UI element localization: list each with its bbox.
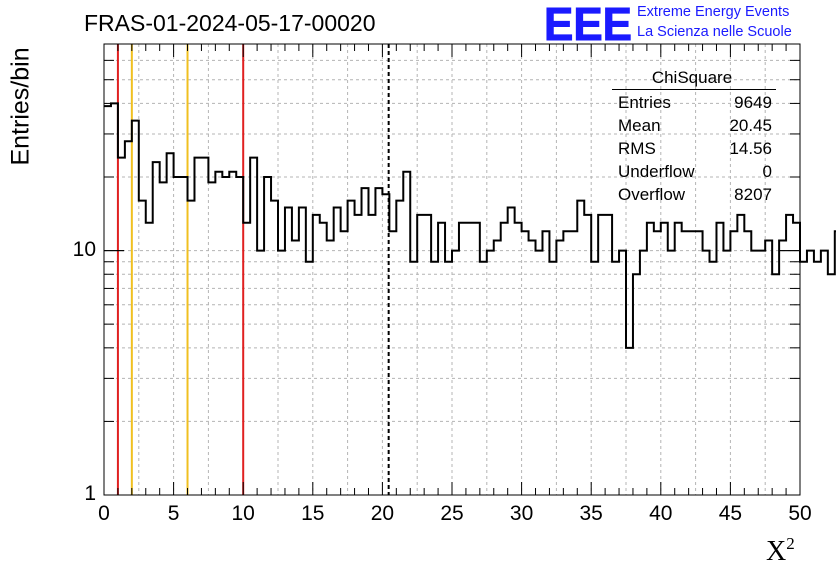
logo-text-line2: La Scienza nelle Scuole — [637, 24, 792, 40]
stats-title: ChiSquare — [651, 68, 733, 87]
stats-row-mean: Mean 20.45 — [618, 116, 772, 135]
x-tick-label: 0 — [98, 502, 110, 525]
x-tick-label: 40 — [649, 502, 673, 525]
stats-divider — [612, 89, 776, 90]
logo-text-line1: Extreme Energy Events — [637, 4, 790, 20]
histogram-line — [104, 102, 836, 349]
stats-row-entries: Entries 9649 — [618, 93, 772, 112]
x-tick-label: 25 — [440, 502, 464, 525]
y-tick-label: 1 — [84, 482, 96, 505]
x-tick-label: 45 — [718, 502, 743, 525]
stats-box: ChiSquare Entries 9649 Mean 20.45 RMS 14.56… — [612, 68, 776, 206]
y-axis-label: Entries/bin — [6, 47, 35, 166]
stats-row-rms: RMS 14.56 — [618, 139, 772, 158]
stats-row-overflow: Overflow 8207 — [618, 185, 772, 204]
x-tick-label: 20 — [370, 502, 395, 525]
stats-row-underflow: Underflow 0 — [618, 162, 772, 181]
x-tick-label: 35 — [579, 502, 603, 525]
x-tick-label: 15 — [301, 502, 325, 525]
y-tick-label: 10 — [72, 237, 96, 261]
logo-letters: EEE — [544, 2, 632, 46]
chart-title: FRAS-01-2024-05-17-00020 — [84, 10, 376, 36]
x-tick-label: 5 — [167, 502, 180, 525]
x-tick-label: 30 — [509, 502, 534, 525]
x-tick-label: 10 — [231, 502, 255, 525]
eee-logo: EEE — [544, 2, 633, 46]
x-axis-label: X2 — [766, 534, 795, 567]
x-tick-label: 50 — [788, 502, 812, 525]
